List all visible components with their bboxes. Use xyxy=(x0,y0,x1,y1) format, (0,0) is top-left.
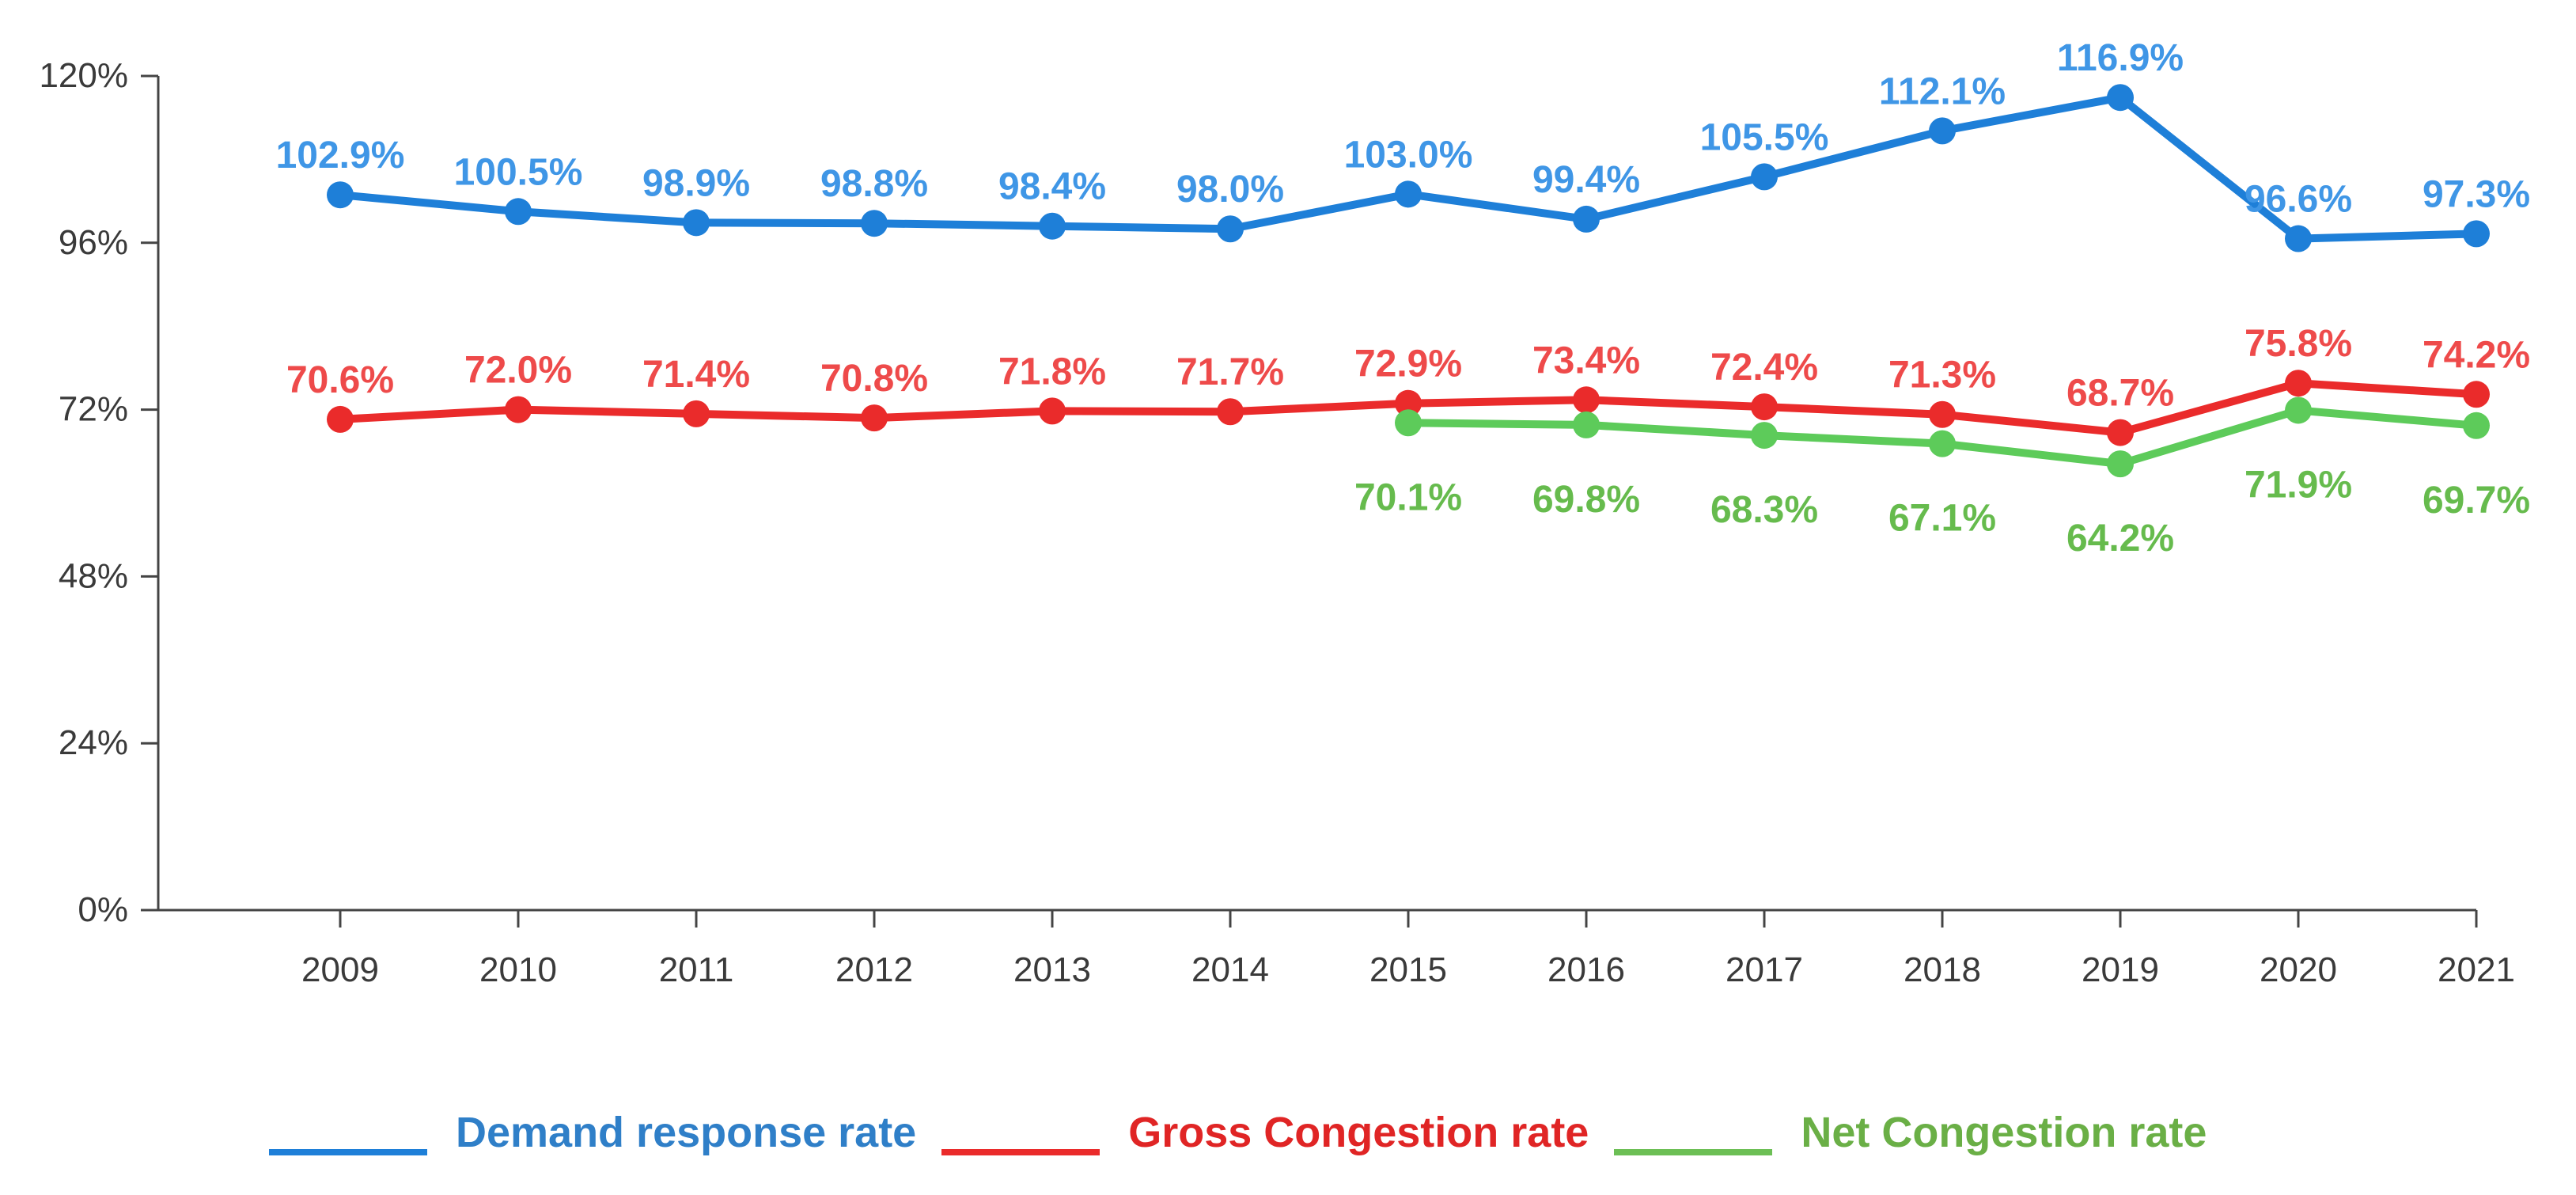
x-tick-label: 2015 xyxy=(1369,950,1447,989)
x-tick-label: 2014 xyxy=(1191,950,1269,989)
data-label-demand-response-rate: 100.5% xyxy=(454,151,583,193)
data-label-gross-congestion-rate: 72.9% xyxy=(1354,343,1462,385)
data-point-demand-response-rate xyxy=(2107,84,2134,112)
data-label-gross-congestion-rate: 72.4% xyxy=(1710,347,1818,389)
legend-item-net-congestion: Net Congestion rate xyxy=(1614,1108,2207,1157)
y-tick-label: 96% xyxy=(59,223,128,262)
data-label-demand-response-rate: 98.8% xyxy=(820,163,928,205)
legend-item-demand-response: Demand response rate xyxy=(269,1108,916,1157)
series-labels: 102.9% 100.5% 98.9% 98.8% 98.4% 98.0% 103.0% 99… xyxy=(276,37,2530,560)
data-point-net-congestion-rate xyxy=(2285,396,2312,424)
data-label-demand-response-rate: 96.6% xyxy=(2245,179,2352,221)
chart-axes: 0% 24% 48% 72% 96% 120% 2009 2010 2011 2012 2013 20… xyxy=(39,56,2514,989)
data-point-gross-congestion-rate xyxy=(861,404,888,432)
data-label-net-congestion-rate: 71.9% xyxy=(2245,464,2352,506)
legend-label-demand-response: Demand response rate xyxy=(456,1109,917,1156)
data-point-gross-congestion-rate xyxy=(683,400,710,427)
legend-label-gross-congestion: Gross Congestion rate xyxy=(1128,1109,1589,1156)
chart-legend: Demand response rate Gross Congestion ra… xyxy=(269,1108,2232,1157)
data-point-gross-congestion-rate xyxy=(505,396,532,423)
data-label-gross-congestion-rate: 71.8% xyxy=(998,351,1106,393)
x-tick-label: 2009 xyxy=(301,950,379,989)
data-label-gross-congestion-rate: 75.8% xyxy=(2245,323,2352,365)
x-tick-label: 2012 xyxy=(835,950,913,989)
data-point-net-congestion-rate xyxy=(1929,430,1956,457)
data-label-gross-congestion-rate: 74.2% xyxy=(2423,334,2530,376)
y-tick-label: 48% xyxy=(59,556,128,595)
data-point-net-congestion-rate xyxy=(1395,409,1422,437)
data-point-demand-response-rate xyxy=(1751,163,1778,191)
data-label-gross-congestion-rate: 71.3% xyxy=(1888,355,1996,396)
data-point-demand-response-rate xyxy=(1573,205,1600,233)
legend-swatch-demand-response xyxy=(269,1149,427,1155)
legend-item-gross-congestion: Gross Congestion rate xyxy=(941,1108,1589,1157)
y-tick-label: 0% xyxy=(78,890,128,929)
data-label-gross-congestion-rate: 70.8% xyxy=(820,358,928,400)
data-label-net-congestion-rate: 67.1% xyxy=(1888,498,1996,540)
data-label-demand-response-rate: 98.4% xyxy=(998,166,1106,208)
x-tick-label: 2010 xyxy=(479,950,557,989)
data-label-demand-response-rate: 99.4% xyxy=(1532,159,1640,201)
data-label-gross-congestion-rate: 73.4% xyxy=(1532,340,1640,381)
x-tick-label: 2011 xyxy=(659,950,734,989)
data-label-net-congestion-rate: 69.8% xyxy=(1532,479,1640,521)
data-point-demand-response-rate xyxy=(327,181,354,209)
data-point-demand-response-rate xyxy=(2463,220,2490,248)
legend-swatch-gross-congestion xyxy=(941,1149,1100,1155)
data-point-gross-congestion-rate xyxy=(1573,386,1600,414)
data-point-demand-response-rate xyxy=(505,198,532,226)
data-label-gross-congestion-rate: 68.7% xyxy=(2066,373,2174,415)
x-tick-label: 2018 xyxy=(1904,950,1981,989)
data-point-gross-congestion-rate xyxy=(1395,389,1422,417)
data-point-gross-congestion-rate xyxy=(1929,400,1956,428)
data-point-net-congestion-rate xyxy=(2107,450,2134,478)
data-label-gross-congestion-rate: 71.4% xyxy=(642,354,750,396)
data-label-gross-congestion-rate: 71.7% xyxy=(1176,351,1284,393)
data-point-demand-response-rate xyxy=(2285,225,2312,252)
data-point-net-congestion-rate xyxy=(1751,422,1778,450)
data-point-demand-response-rate xyxy=(683,209,710,237)
data-point-gross-congestion-rate xyxy=(1217,398,1244,426)
data-label-net-congestion-rate: 69.7% xyxy=(2423,480,2530,522)
data-point-demand-response-rate xyxy=(1039,212,1066,240)
data-label-demand-response-rate: 102.9% xyxy=(276,135,405,176)
y-tick-label: 120% xyxy=(39,56,128,95)
data-label-demand-response-rate: 98.9% xyxy=(642,162,750,204)
data-label-demand-response-rate: 112.1% xyxy=(1879,70,2006,112)
data-point-gross-congestion-rate xyxy=(327,405,354,433)
x-tick-label: 2021 xyxy=(2438,950,2515,989)
data-point-gross-congestion-rate xyxy=(2107,419,2134,446)
data-point-demand-response-rate xyxy=(1217,215,1244,243)
data-label-net-congestion-rate: 70.1% xyxy=(1354,476,1462,518)
line-chart: 0% 24% 48% 72% 96% 120% 2009 2010 2011 2012 2013 20… xyxy=(39,37,2530,989)
x-tick-label: 2013 xyxy=(1013,950,1091,989)
data-label-demand-response-rate: 105.5% xyxy=(1700,116,1829,158)
data-point-net-congestion-rate xyxy=(2463,412,2490,439)
data-label-demand-response-rate: 97.3% xyxy=(2423,173,2530,215)
x-tick-label: 2020 xyxy=(2260,950,2337,989)
x-tick-label: 2019 xyxy=(2082,950,2159,989)
legend-label-net-congestion: Net Congestion rate xyxy=(1801,1109,2207,1156)
data-label-demand-response-rate: 98.0% xyxy=(1176,169,1284,211)
data-point-demand-response-rate xyxy=(1395,180,1422,208)
data-label-demand-response-rate: 103.0% xyxy=(1344,134,1473,176)
data-label-net-congestion-rate: 68.3% xyxy=(1710,489,1818,531)
data-label-net-congestion-rate: 64.2% xyxy=(2066,518,2174,560)
data-point-gross-congestion-rate xyxy=(1039,397,1066,425)
data-label-demand-response-rate: 116.9% xyxy=(2057,37,2184,79)
legend-swatch-net-congestion xyxy=(1614,1149,1773,1155)
data-point-gross-congestion-rate xyxy=(1751,393,1778,421)
y-tick-label: 72% xyxy=(59,390,128,429)
x-tick-label: 2016 xyxy=(1547,950,1625,989)
data-point-demand-response-rate xyxy=(861,210,888,237)
data-point-gross-congestion-rate xyxy=(2285,370,2312,397)
data-label-gross-congestion-rate: 72.0% xyxy=(464,350,572,392)
data-point-gross-congestion-rate xyxy=(2463,381,2490,408)
x-tick-label: 2017 xyxy=(1726,950,1803,989)
data-label-gross-congestion-rate: 70.6% xyxy=(286,359,394,401)
data-point-demand-response-rate xyxy=(1929,117,1956,145)
y-tick-label: 24% xyxy=(59,723,128,762)
series-lines xyxy=(327,84,2490,478)
data-point-net-congestion-rate xyxy=(1573,411,1600,438)
